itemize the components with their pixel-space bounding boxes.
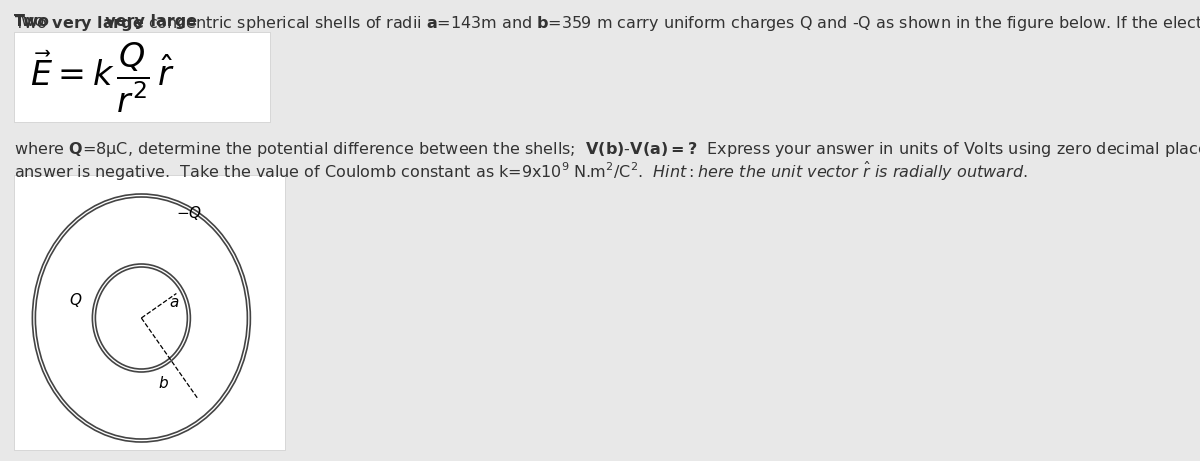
FancyBboxPatch shape: [14, 32, 270, 122]
Text: Two          very large: Two very large: [14, 14, 197, 29]
Text: $\vec{E} = k\,\dfrac{Q}{r^2}\,\hat{r}$: $\vec{E} = k\,\dfrac{Q}{r^2}\,\hat{r}$: [30, 41, 175, 115]
Text: Two: Two: [14, 14, 49, 29]
Text: $b$: $b$: [158, 375, 169, 390]
Text: Two $\mathbf{very\ large}$ concentric spherical shells of radii $\mathbf{a}$=143: Two $\mathbf{very\ large}$ concentric sp…: [14, 14, 1200, 33]
Text: $-Q$: $-Q$: [176, 204, 203, 222]
Text: $Q$: $Q$: [70, 291, 83, 309]
Text: where $\mathbf{Q}$=8μC, determine the potential difference between the shells;  : where $\mathbf{Q}$=8μC, determine the po…: [14, 140, 1200, 159]
Text: $a$: $a$: [169, 295, 179, 310]
Text: answer is negative.  Take the value of Coulomb constant as k=9x10$^9$ N.m$^2$/C$: answer is negative. Take the value of Co…: [14, 160, 1027, 183]
FancyBboxPatch shape: [14, 175, 286, 450]
